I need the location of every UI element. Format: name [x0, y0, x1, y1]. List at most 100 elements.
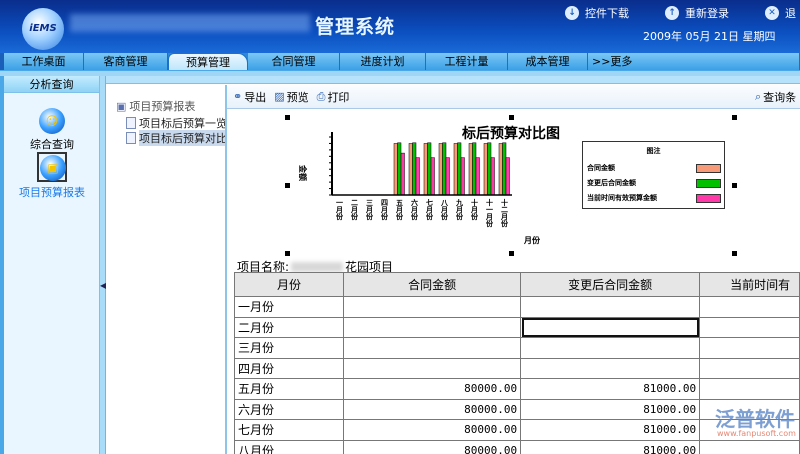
tree-root[interactable]: ▣ 项目预算报表: [116, 98, 195, 114]
document-icon: [126, 117, 136, 129]
table-cell[interactable]: 80000.00: [343, 398, 522, 420]
table-cell[interactable]: 80000.00: [343, 378, 522, 400]
export-button[interactable]: ⚭ 导出: [233, 89, 266, 105]
tab-measurement[interactable]: 工程计量: [426, 53, 508, 70]
download-controls-link[interactable]: ↓ 控件下载: [565, 5, 629, 21]
table-cell[interactable]: 五月份: [233, 378, 345, 400]
resize-handle[interactable]: [732, 115, 737, 120]
table-row: 五月份 80000.00 81000.00: [233, 378, 800, 400]
tree-label: 项目预算报表: [129, 100, 196, 113]
table-cell[interactable]: [699, 316, 800, 338]
sidebar-item-general-query[interactable]: ☺ 综合查询: [4, 108, 100, 152]
legend-label: 当前时间有效预算金额: [587, 194, 657, 202]
table-cell[interactable]: 八月份: [233, 439, 345, 454]
x-tick-label: 十月份: [470, 198, 479, 221]
legend-swatch: [696, 193, 721, 203]
header: iEMS 管理系统 ↓ 控件下载 ↑ 重新登录 ✕ 退 2009年 05月 21日 星…: [0, 0, 800, 53]
sidebar-collapse-splitter[interactable]: ◀: [100, 76, 106, 454]
chart-legend: 图注 合同金额 变更后合同金额 当前时间有效预算金额: [582, 141, 725, 209]
tab-more[interactable]: >>更多: [588, 53, 800, 70]
bar: [442, 142, 447, 196]
resize-handle[interactable]: [509, 115, 514, 120]
tree-label: 项目标后预算对比: [139, 130, 225, 146]
link-label: 退: [785, 7, 796, 20]
people-icon: ☺: [39, 108, 65, 134]
table-row: 四月份: [233, 357, 800, 379]
resize-handle[interactable]: [732, 251, 737, 256]
table-cell[interactable]: [343, 337, 522, 359]
bar: [430, 157, 435, 196]
tab-workbench[interactable]: 工作桌面: [4, 53, 84, 70]
table-cell[interactable]: 二月份: [233, 316, 345, 338]
table-cell[interactable]: [699, 439, 800, 454]
bar: [397, 142, 402, 196]
table-cell[interactable]: [343, 316, 522, 338]
table-cell[interactable]: 六月份: [233, 398, 345, 420]
table-cell[interactable]: 81000.00: [520, 378, 701, 400]
table-cell[interactable]: 81000.00: [520, 398, 701, 420]
redacted-text: [291, 261, 344, 272]
table-cell[interactable]: 81000.00: [520, 439, 701, 454]
x-tick-label: 一月份: [335, 199, 344, 221]
tab-cost[interactable]: 成本管理: [508, 53, 588, 70]
exit-link[interactable]: ✕ 退: [765, 5, 796, 21]
tab-schedule[interactable]: 进度计划: [340, 53, 426, 70]
table-cell[interactable]: [520, 296, 701, 318]
x-tick-label: 十一月份: [485, 198, 494, 228]
column-header: 月份: [233, 272, 345, 297]
table-cell[interactable]: [699, 357, 800, 379]
x-tick-label: 四月份: [380, 199, 389, 221]
tree-node-budget-compare[interactable]: 项目标后预算对比: [126, 130, 225, 146]
watermark-url: www.fanpusoft.com: [717, 429, 796, 438]
link-label: 控件下载: [585, 7, 629, 20]
current-date: 2009年 05月 21日 星期四: [643, 30, 776, 43]
x-tick-label: 五月份: [395, 199, 404, 221]
tab-merchants[interactable]: 客商管理: [84, 53, 168, 70]
table-cell[interactable]: 80000.00: [343, 419, 522, 441]
table-cell[interactable]: 一月份: [233, 296, 345, 318]
query-conditions-button[interactable]: ⌕ 查询条: [755, 89, 796, 105]
computer-icon: ▣: [116, 99, 127, 113]
resize-handle[interactable]: [285, 115, 290, 120]
table-cell[interactable]: 四月份: [233, 357, 345, 379]
bar: [415, 157, 420, 196]
table-cell[interactable]: [343, 296, 522, 318]
table-cell[interactable]: 七月份: [233, 419, 345, 441]
preview-button[interactable]: ▨ 预览: [274, 89, 308, 105]
bar: [472, 142, 477, 196]
preview-icon: ▨: [274, 90, 285, 103]
sidebar-item-budget-report[interactable]: ▣ 项目预算报表: [4, 152, 100, 200]
bar: [498, 143, 503, 196]
tab-budget[interactable]: 预算管理: [168, 53, 248, 70]
print-button[interactable]: ⎙ 打印: [317, 89, 350, 105]
button-label: 打印: [327, 90, 350, 104]
resize-handle[interactable]: [285, 251, 290, 256]
table-cell[interactable]: [699, 337, 800, 359]
resize-handle[interactable]: [509, 251, 514, 256]
tree-node-budget-list[interactable]: 项目标后预算一览: [126, 115, 225, 131]
bar: [502, 142, 507, 196]
resize-handle[interactable]: [285, 183, 290, 188]
table-cell[interactable]: [520, 337, 701, 359]
table-cell[interactable]: 80000.00: [343, 439, 522, 454]
table-cell[interactable]: [699, 296, 800, 318]
bar: [490, 157, 495, 196]
table-cell[interactable]: [520, 316, 701, 338]
table-cell[interactable]: 三月份: [233, 337, 345, 359]
table-cell[interactable]: 81000.00: [520, 419, 701, 441]
resize-handle[interactable]: [732, 183, 737, 188]
x-axis-label: 月份: [523, 235, 541, 245]
relogin-link[interactable]: ↑ 重新登录: [665, 5, 729, 21]
tree-header-bar: [106, 76, 800, 84]
bar: [475, 157, 480, 196]
tab-contracts[interactable]: 合同管理: [248, 53, 340, 70]
collapse-arrow-icon: ◀: [100, 281, 107, 290]
bar: [393, 143, 398, 196]
table-row: 八月份 80000.00 81000.00: [233, 439, 800, 454]
tree-label: 项目标后预算一览: [139, 117, 225, 130]
table-row: 二月份: [233, 316, 800, 338]
table-cell[interactable]: [699, 378, 800, 400]
table-cell[interactable]: [343, 357, 522, 379]
table-cell[interactable]: [520, 357, 701, 379]
chart-title: 标后预算对比图: [462, 126, 560, 142]
